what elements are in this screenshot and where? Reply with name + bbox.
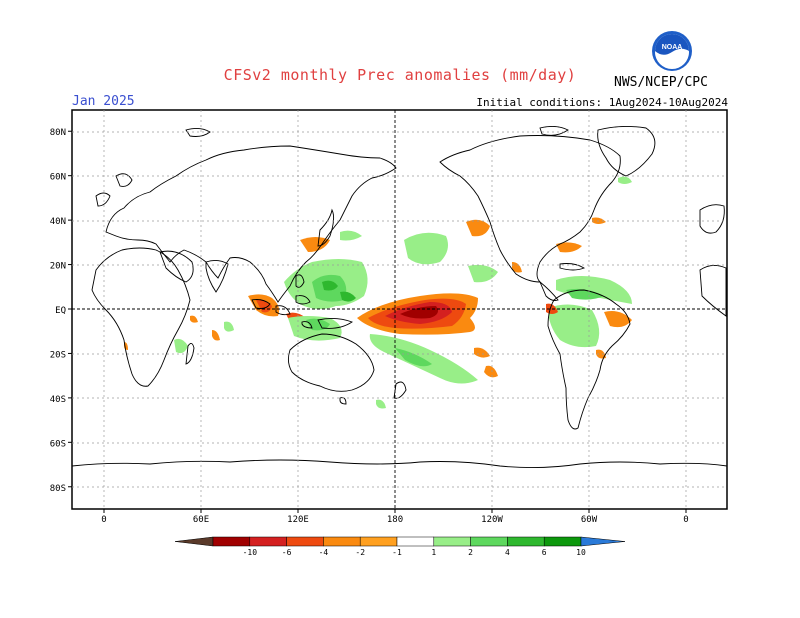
colorbar-swatch <box>359 536 398 547</box>
lon-label: 180 <box>387 515 403 525</box>
lon-label: 60W <box>581 515 598 525</box>
colorbar-label: -4 <box>319 548 329 557</box>
colorbar-label: 10 <box>576 548 586 557</box>
colorbar-swatch <box>286 536 324 547</box>
lat-label: EQ <box>55 306 66 316</box>
colorbar-swatch <box>433 536 471 547</box>
lat-label: 20S <box>50 350 66 360</box>
latitude-axis: 80N 60N 40N 20N EQ 20S 40S 60S 80S <box>50 128 72 494</box>
lat-label: 40N <box>50 217 66 227</box>
colorbar-label: 6 <box>542 548 547 557</box>
colorbar-swatch <box>396 536 435 547</box>
lat-label: 60N <box>50 173 66 183</box>
colorbar-swatch <box>249 536 287 547</box>
forecast-month: Jan 2025 <box>72 94 135 109</box>
noaa-logo-icon: NOAA <box>652 31 692 71</box>
lat-label: 40S <box>50 395 66 405</box>
longitude-axis: 0 60E 120E 180 120W 60W 0 <box>101 509 689 525</box>
colorbar-label: 2 <box>468 548 473 557</box>
reference-lines <box>72 110 727 509</box>
lat-label: 80S <box>50 484 66 494</box>
colorbar-arrow-right <box>580 536 626 547</box>
colorbar-label: -1 <box>392 548 402 557</box>
colorbar-arrow-left <box>174 536 214 547</box>
colorbar-swatch <box>212 536 251 547</box>
colorbar-swatch <box>507 536 545 547</box>
graticule <box>72 110 727 509</box>
agency-label: NWS/NCEP/CPC <box>614 75 708 90</box>
lon-label: 60E <box>193 515 209 525</box>
colorbar-label: -2 <box>355 548 365 557</box>
lon-label: 120W <box>481 515 503 525</box>
colorbar-swatch <box>323 536 361 547</box>
lon-label: 120E <box>287 515 309 525</box>
colorbar-label: -6 <box>282 548 292 557</box>
colorbar-legend: -10 -6 -4 -2 -1 1 2 4 6 10 <box>174 536 626 557</box>
lat-label: 80N <box>50 128 66 138</box>
lon-label: 0 <box>101 515 106 525</box>
lat-label: 60S <box>50 439 66 449</box>
colorbar-label: 4 <box>505 548 510 557</box>
colorbar-swatch <box>470 536 508 547</box>
lon-label: 0 <box>683 515 688 525</box>
lat-label: 20N <box>50 262 66 272</box>
logo-text: NOAA <box>662 44 683 51</box>
page-title: CFSv2 monthly Prec anomalies (mm/day) <box>223 66 577 84</box>
initial-conditions: Initial conditions: 1Aug2024-10Aug2024 <box>476 96 728 109</box>
colorbar-swatch <box>543 536 582 547</box>
colorbar-label: -10 <box>243 548 258 557</box>
colorbar-label: 1 <box>431 548 436 557</box>
anomaly-shading <box>124 176 632 409</box>
